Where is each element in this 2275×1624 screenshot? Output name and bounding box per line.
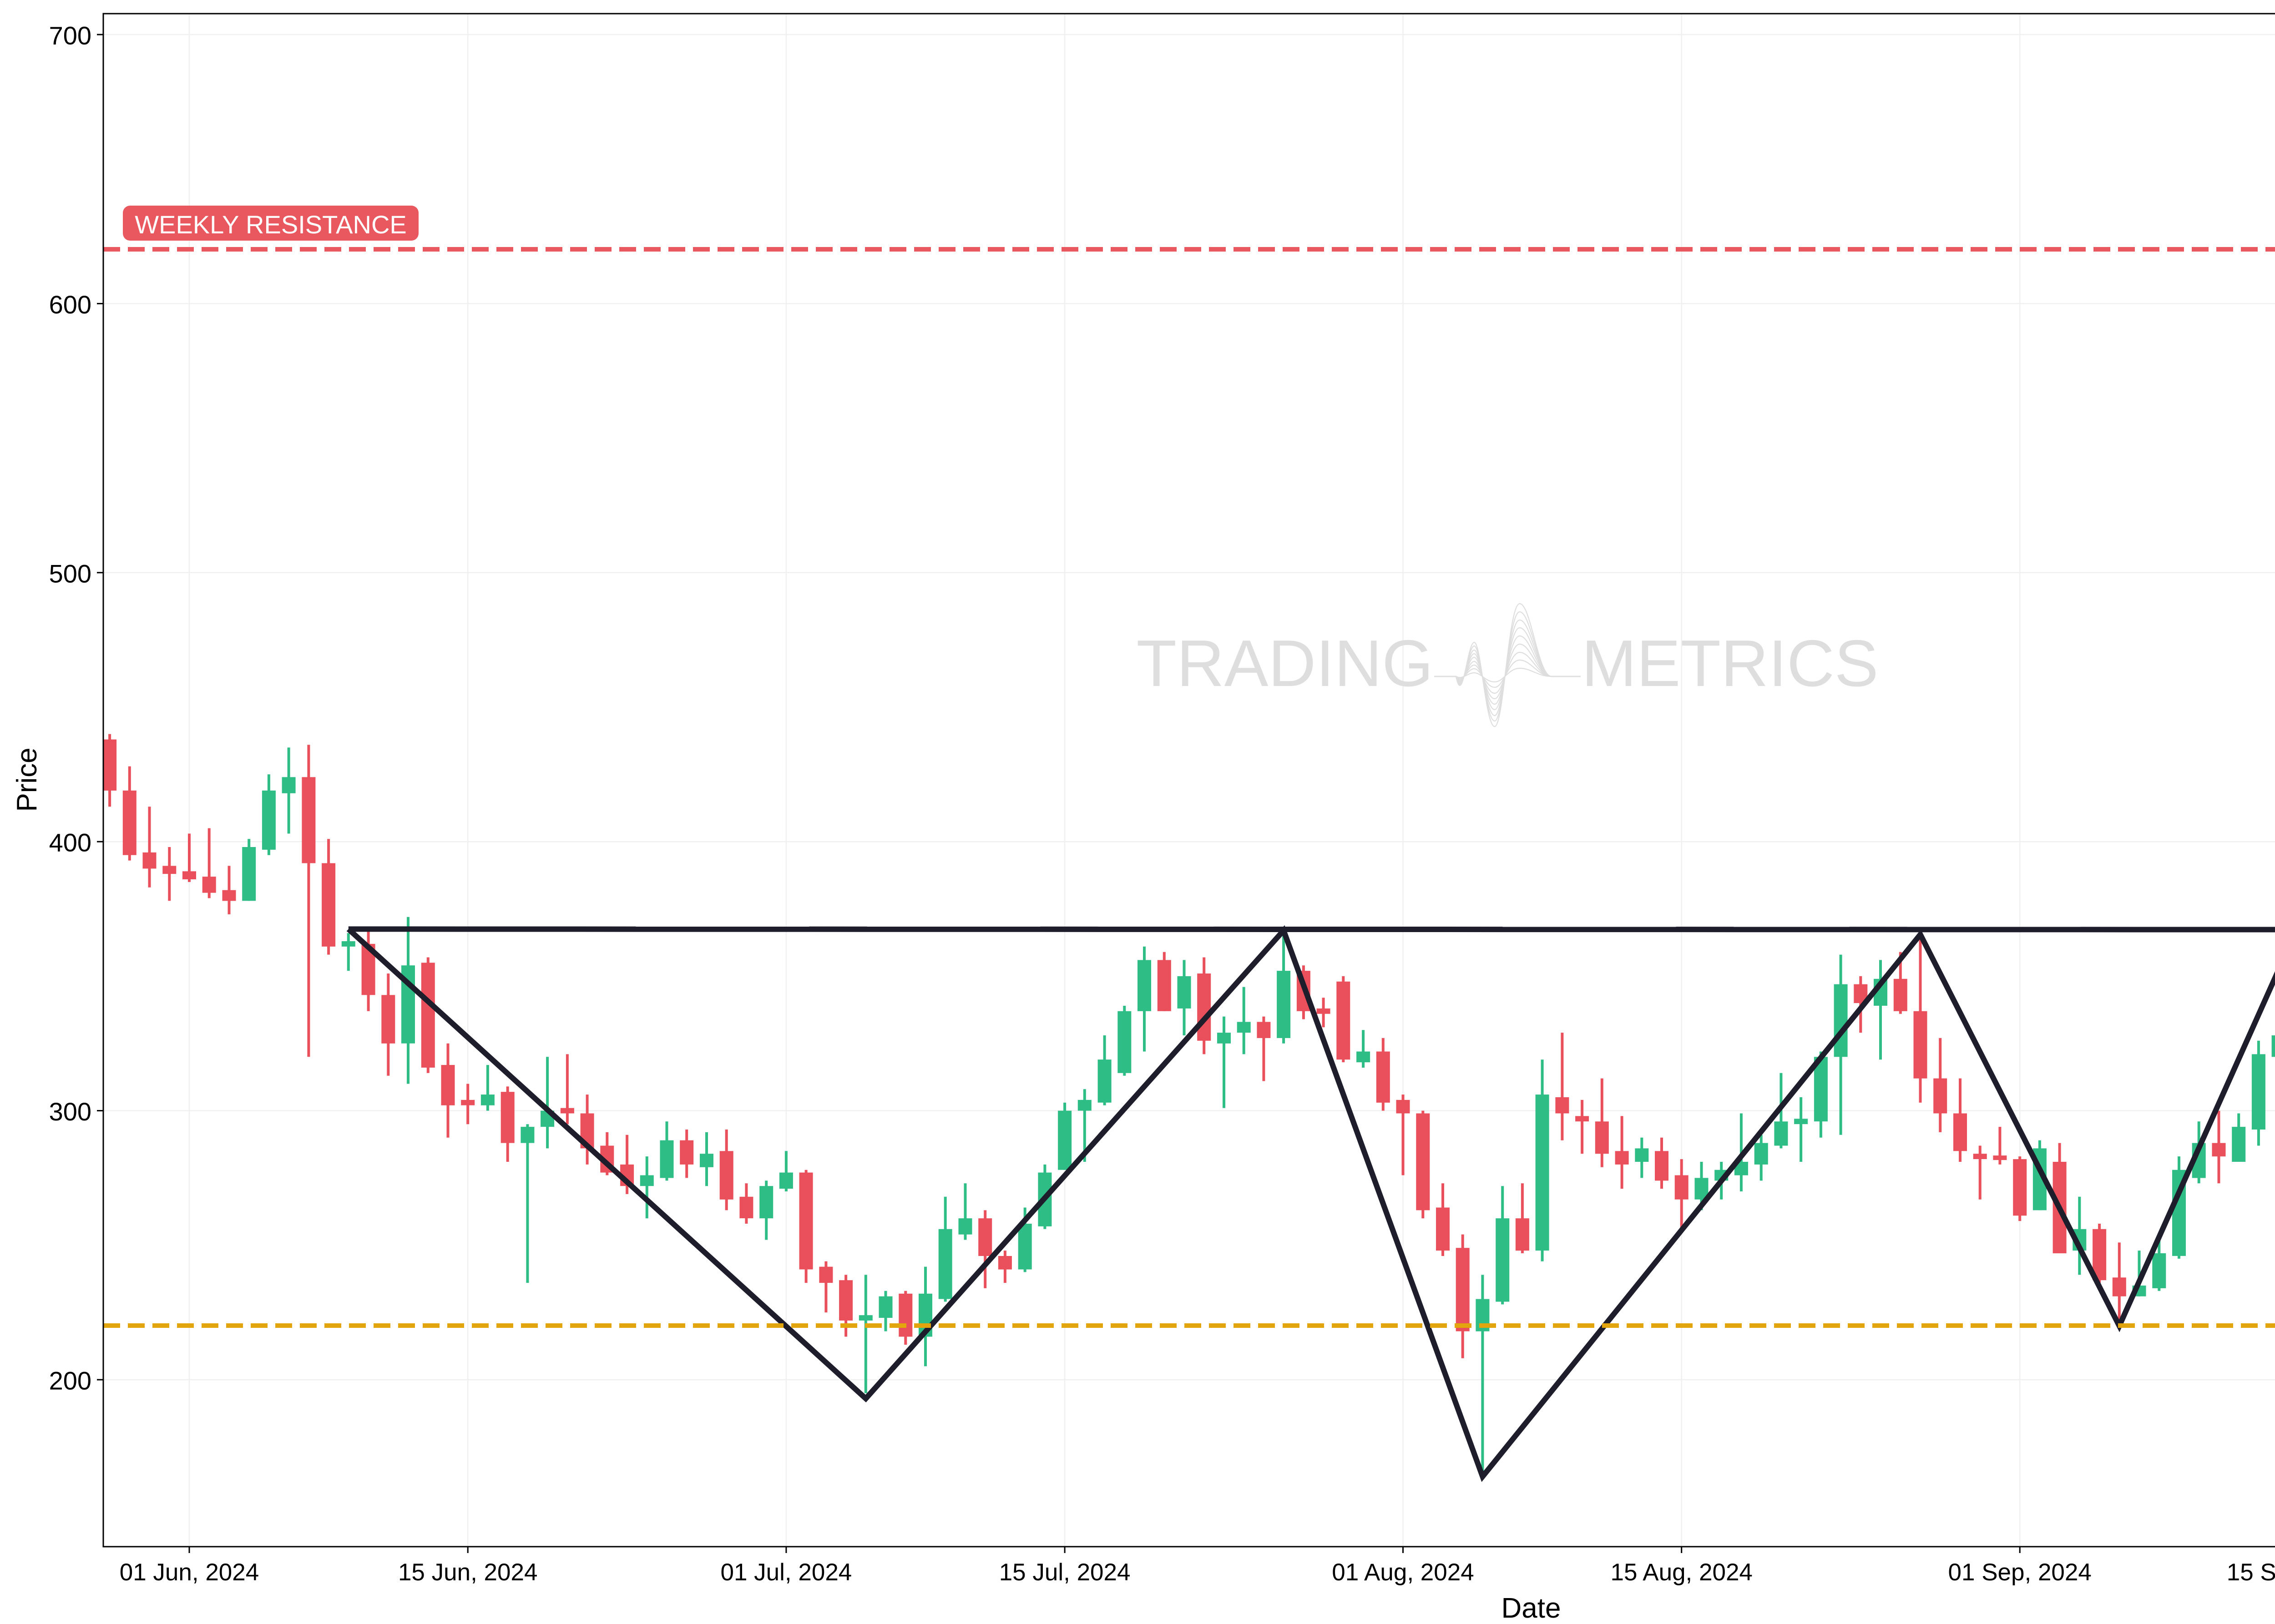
- svg-text:Price: Price: [11, 747, 43, 812]
- svg-text:15 Sep, 2024: 15 Sep, 2024: [2227, 1559, 2275, 1586]
- svg-text:500: 500: [49, 559, 91, 588]
- svg-text:01 Jul, 2024: 01 Jul, 2024: [721, 1559, 852, 1586]
- svg-text:METRICS: METRICS: [1582, 626, 1879, 700]
- svg-text:15 Aug, 2024: 15 Aug, 2024: [1610, 1559, 1752, 1586]
- svg-text:400: 400: [49, 828, 91, 857]
- svg-text:15 Jun, 2024: 15 Jun, 2024: [398, 1559, 537, 1586]
- svg-text:200: 200: [49, 1367, 91, 1395]
- svg-text:600: 600: [49, 290, 91, 319]
- svg-text:WEEKLY RESISTANCE: WEEKLY RESISTANCE: [135, 210, 407, 239]
- svg-text:01 Sep, 2024: 01 Sep, 2024: [1948, 1559, 2092, 1586]
- svg-text:TRADING: TRADING: [1137, 626, 1434, 700]
- svg-text:300: 300: [49, 1097, 91, 1126]
- svg-text:15 Jul, 2024: 15 Jul, 2024: [999, 1559, 1131, 1586]
- svg-text:700: 700: [49, 21, 91, 50]
- svg-text:Date: Date: [1502, 1593, 1561, 1624]
- svg-text:01 Aug, 2024: 01 Aug, 2024: [1332, 1559, 1474, 1586]
- svg-text:01 Jun, 2024: 01 Jun, 2024: [120, 1559, 259, 1586]
